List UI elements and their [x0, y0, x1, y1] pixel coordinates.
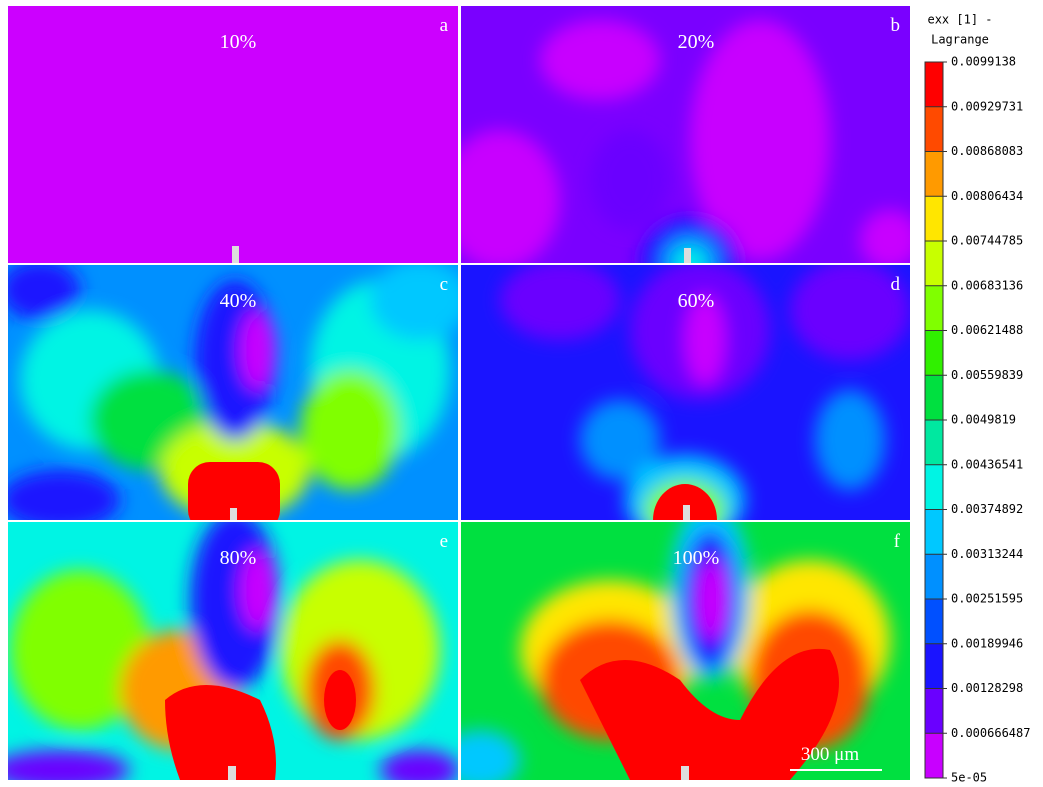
- colorbar-label: 0.00806434: [951, 189, 1023, 203]
- scale-bar-label: 300 μm: [801, 744, 859, 765]
- colorbar-band: [925, 733, 943, 779]
- colorbar-label: 0.00868083: [951, 144, 1023, 158]
- colorbar-band: [925, 151, 943, 197]
- colorbar-label: 5e-05: [951, 771, 987, 785]
- colorbar-label: 0.00744785: [951, 234, 1023, 248]
- panel-label: 100%: [673, 547, 720, 569]
- colorbar-label: 0.00251595: [951, 592, 1023, 606]
- colorbar-label: 0.00313244: [951, 547, 1023, 561]
- panel-letter: d: [891, 274, 901, 295]
- colorbar-band: [925, 196, 943, 242]
- colorbar-band: [925, 509, 943, 555]
- colorbar-label: 0.0049819: [951, 413, 1016, 427]
- panel-label: 20%: [678, 31, 715, 53]
- map-b: [461, 6, 910, 263]
- colorbar-band: [925, 106, 943, 152]
- colorbar-label: 0.00128298: [951, 681, 1023, 695]
- colorbar-title: Lagrange: [931, 33, 989, 47]
- panel-label: 80%: [220, 547, 257, 569]
- colorbar-label: 0.00436541: [951, 457, 1023, 471]
- colorbar-label: 0.00929731: [951, 99, 1023, 113]
- colorbar-band: [925, 285, 943, 331]
- colorbar-label: 0.00559839: [951, 368, 1023, 382]
- map-c: [8, 265, 458, 520]
- colorbar-band: [925, 330, 943, 376]
- colorbar-label: 0.00189946: [951, 636, 1023, 650]
- colorbar-label: 0.00683136: [951, 278, 1023, 292]
- colorbar-label: 0.000666487: [951, 726, 1030, 740]
- colorbar-band: [925, 375, 943, 421]
- map-d: [461, 265, 910, 520]
- map-a: [8, 6, 458, 263]
- panel-label: 10%: [220, 31, 257, 53]
- colorbar-label: 0.0099138: [951, 55, 1016, 69]
- panel-letter: a: [440, 15, 449, 36]
- colorbar-band: [925, 420, 943, 466]
- colorbar-title: exx [1] -: [927, 13, 992, 27]
- colorbar-label: 0.00621488: [951, 323, 1023, 337]
- panel-letter: c: [440, 274, 448, 295]
- colorbar-band: [925, 554, 943, 600]
- panel-label: 60%: [678, 290, 715, 312]
- panel-letter: e: [440, 531, 448, 552]
- colorbar-band: [925, 643, 943, 689]
- colorbar-band: [925, 464, 943, 510]
- map-e: [8, 522, 458, 780]
- panel-label: 40%: [220, 290, 257, 312]
- panel-letter: b: [891, 15, 901, 36]
- colorbar-band: [925, 599, 943, 645]
- colorbar-band: [925, 688, 943, 734]
- colorbar-label: 0.00374892: [951, 502, 1023, 516]
- colorbar-band: [925, 62, 943, 108]
- map-f: [461, 522, 910, 780]
- panel-letter: f: [894, 531, 901, 552]
- colorbar-band: [925, 241, 943, 287]
